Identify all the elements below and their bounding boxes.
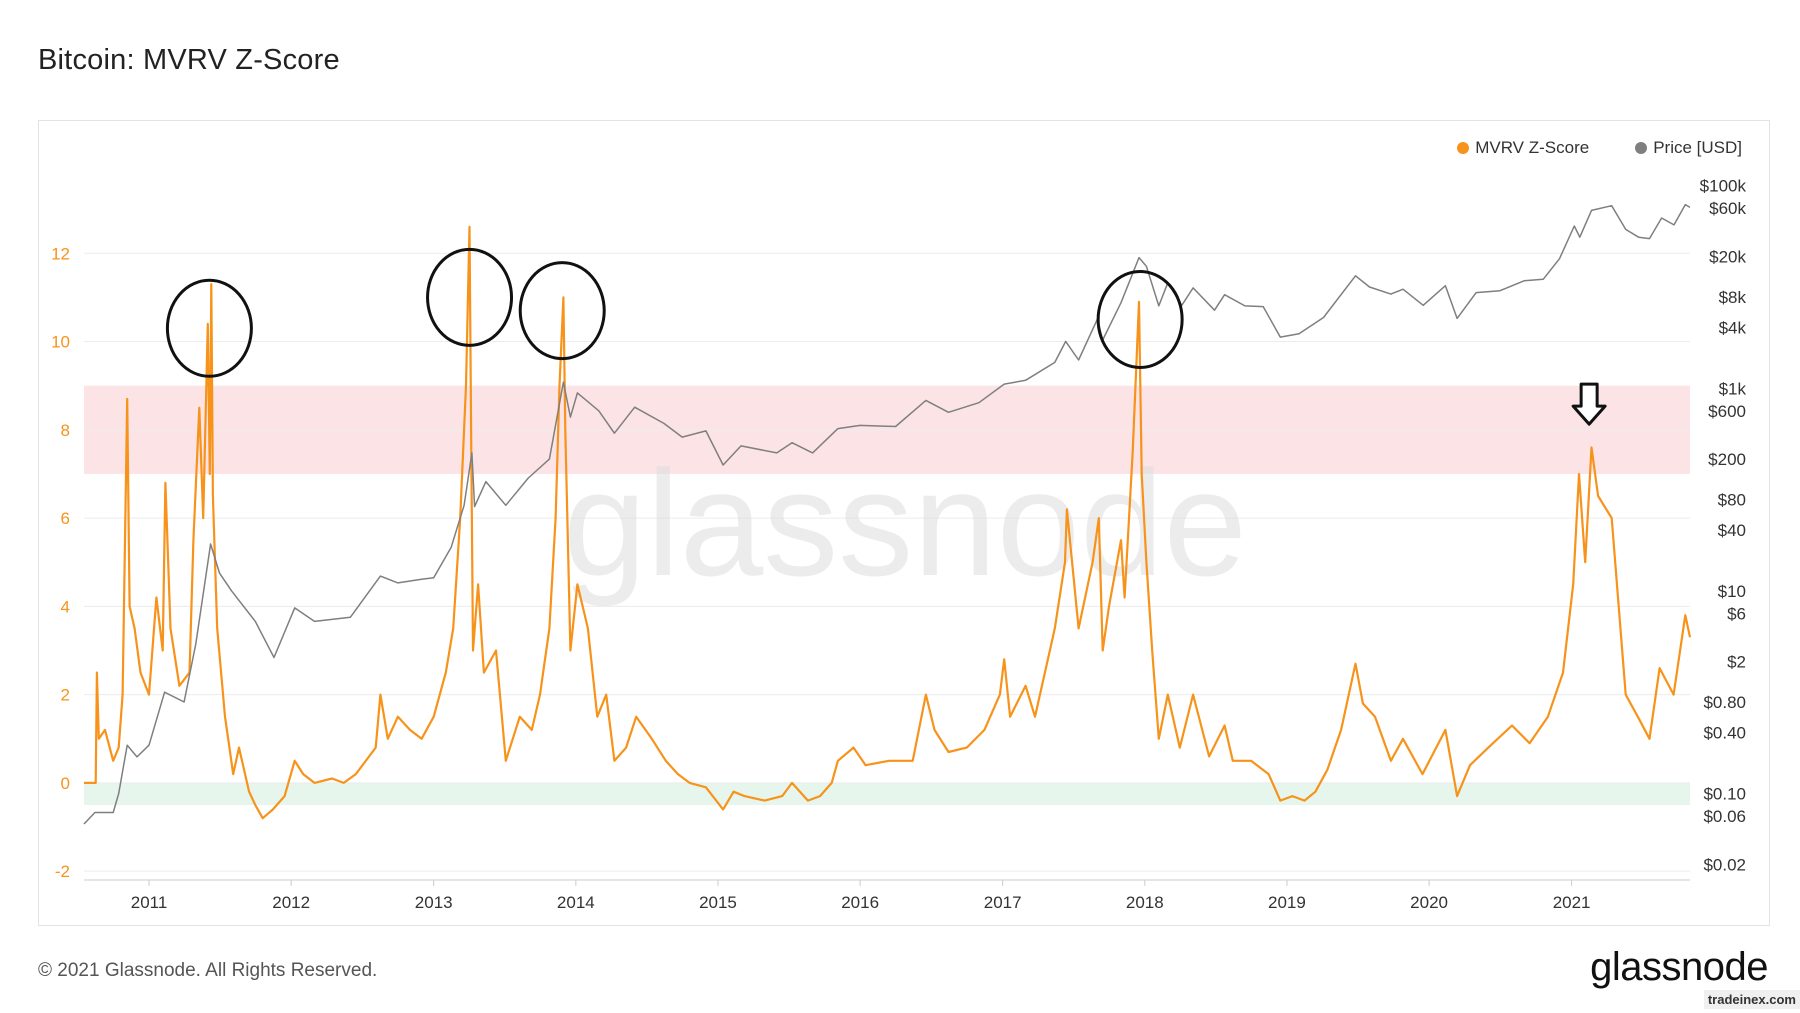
y-left-tick-label: 0	[61, 774, 70, 793]
y-right-tick-label: $0.40	[1703, 724, 1746, 743]
peak-circle-annotation	[426, 247, 514, 347]
peak-circle-annotation	[518, 261, 606, 361]
legend-item-mvrv[interactable]: MVRV Z-Score	[1457, 138, 1589, 158]
y-right-tick-label: $1k	[1719, 379, 1747, 398]
y-left-tick-label: 10	[51, 333, 70, 352]
legend-item-price[interactable]: Price [USD]	[1635, 138, 1742, 158]
y-left-tick-label: 8	[61, 421, 70, 440]
y-right-tick-label: $80	[1718, 490, 1746, 509]
x-tick-label: 2018	[1126, 893, 1164, 912]
x-tick-label: 2017	[984, 893, 1022, 912]
y-left-tick-label: 6	[61, 509, 70, 528]
brand-logo[interactable]: glassnode	[1590, 945, 1768, 989]
peak-circle-annotation	[1096, 269, 1184, 369]
peak-circle-annotation	[165, 278, 253, 378]
mvrv-series-line	[84, 225, 1692, 820]
y-right-tick-label: $200	[1708, 450, 1746, 469]
y-right-tick-label: $6	[1727, 604, 1746, 623]
undervalued-band	[84, 782, 1690, 805]
legend-label-price: Price [USD]	[1653, 138, 1742, 157]
price-series-line	[83, 203, 1691, 825]
y-left-tick-label: -2	[55, 862, 70, 881]
copyright-footer: © 2021 Glassnode. All Rights Reserved.	[38, 960, 378, 981]
y-left-tick-label: 12	[51, 244, 70, 263]
y-right-tick-label: $0.06	[1703, 807, 1746, 826]
x-tick-label: 2013	[415, 893, 453, 912]
down-arrow-annotation	[1571, 382, 1607, 426]
y-right-tick-label: $0.80	[1703, 693, 1746, 712]
source-credit: tradeinex.com	[1703, 990, 1800, 1009]
y-left-tick-label: 2	[61, 686, 70, 705]
x-tick-label: 2021	[1553, 893, 1591, 912]
y-right-tick-label: $4k	[1719, 318, 1747, 337]
x-tick-label: 2012	[272, 893, 310, 912]
y-left-tick-label: 4	[61, 597, 70, 616]
x-tick-label: 2020	[1410, 893, 1448, 912]
y-right-tick-label: $40	[1718, 521, 1746, 540]
y-right-tick-label: $8k	[1719, 288, 1747, 307]
x-tick-label: 2016	[841, 893, 879, 912]
legend-dot-mvrv	[1457, 142, 1470, 154]
x-tick-label: 2011	[131, 893, 168, 912]
y-right-tick-label: $600	[1708, 402, 1746, 421]
legend-dot-price	[1635, 142, 1648, 154]
page-title: Bitcoin: MVRV Z-Score	[38, 44, 340, 76]
y-right-tick-label: $10	[1718, 582, 1746, 601]
y-right-tick-label: $0.10	[1703, 784, 1746, 803]
x-tick-label: 2015	[699, 893, 737, 912]
x-tick-label: 2019	[1268, 893, 1306, 912]
y-right-tick-label: $100k	[1700, 177, 1747, 196]
y-right-tick-label: $2	[1727, 653, 1746, 672]
y-right-tick-label: $0.02	[1703, 855, 1746, 874]
x-tick-label: 2014	[557, 893, 595, 912]
y-right-tick-label: $20k	[1709, 247, 1746, 266]
y-right-tick-label: $60k	[1709, 199, 1746, 218]
legend-label-mvrv: MVRV Z-Score	[1475, 138, 1590, 157]
chart-legend: MVRV Z-Score Price [USD]	[1457, 138, 1742, 158]
